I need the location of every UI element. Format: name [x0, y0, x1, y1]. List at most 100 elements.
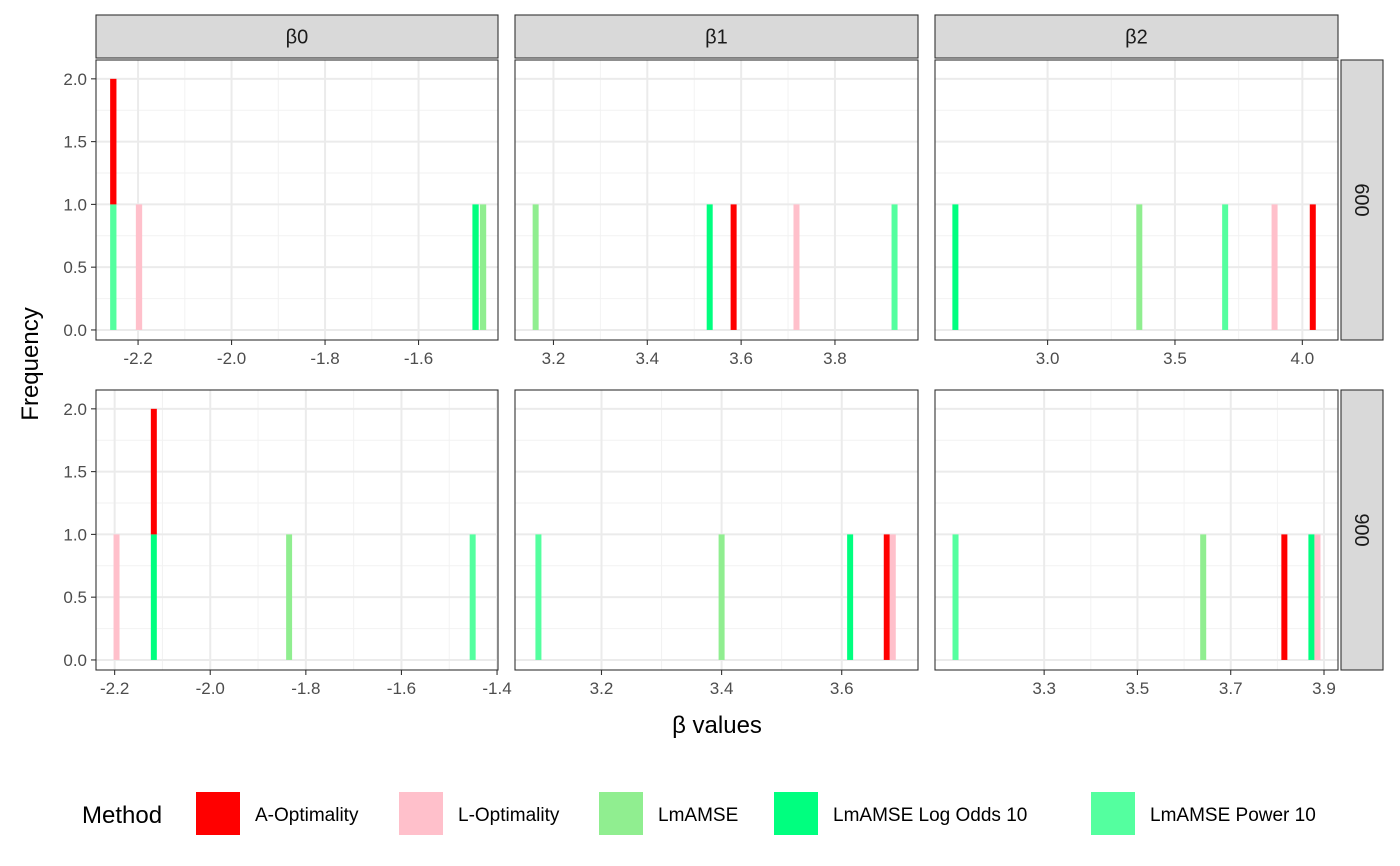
x-tick-label: 3.6	[830, 679, 854, 698]
legend-item: LmAMSE Log Odds 10	[774, 792, 1027, 835]
histogram-bar	[286, 534, 293, 660]
x-tick-label: -1.4	[482, 679, 511, 698]
histogram-bar	[535, 534, 542, 660]
panel-r0-c1: 3.2 3.4 3.6 3.8	[514, 59, 919, 368]
histogram-bar	[469, 534, 476, 660]
y-tick-label: 0.5	[63, 258, 87, 277]
y-tick-label: 1.5	[63, 133, 87, 152]
legend-swatch	[399, 792, 443, 835]
facet-strip-1: β1	[514, 14, 919, 59]
facet-strip-bg	[514, 14, 919, 59]
x-tick-label: 3.4	[635, 349, 659, 368]
strips-layer: β0 β1 β2 600 900	[95, 14, 1384, 671]
x-tick-label: 3.5	[1163, 349, 1187, 368]
histogram-bar	[110, 204, 117, 330]
y-tick-label: 1.0	[63, 195, 87, 214]
legend-swatch	[1091, 792, 1135, 835]
panel-border	[934, 59, 1339, 341]
legend-swatch	[599, 792, 643, 835]
y-axis-title: Frequency	[17, 307, 44, 420]
legend-label: LmAMSE Power 10	[1150, 805, 1316, 826]
histogram-bar	[135, 204, 143, 330]
legend-label: A-Optimality	[255, 805, 359, 826]
x-tick-label: -1.8	[310, 349, 339, 368]
histogram-bar	[1308, 534, 1315, 660]
y-tick-label: 1.0	[63, 525, 87, 544]
panel-background	[515, 390, 918, 670]
panel-background	[96, 390, 498, 670]
histogram-bar	[793, 204, 800, 330]
panel-r1-c0: 0.0 0.5 1.0 1.5 2.0 -2.2 -2.0 -1.8 -1.6 -1.4	[63, 389, 512, 698]
legend-swatch	[774, 792, 818, 835]
facet-strip-bg	[95, 14, 499, 59]
histogram-bar	[706, 204, 713, 330]
legend-swatch	[196, 792, 240, 835]
x-axis-title: β values	[672, 712, 762, 739]
facet-strip-2: β2	[934, 14, 1339, 59]
legend-item: A-Optimality	[196, 792, 359, 835]
histogram-bar	[952, 534, 959, 660]
x-tick-label: 3.2	[542, 349, 566, 368]
panel-border	[95, 59, 499, 341]
legend-item: LmAMSE Power 10	[1091, 792, 1316, 835]
facet-strip-0: β0	[95, 14, 499, 59]
histogram-bar	[952, 204, 959, 330]
histogram-bar	[150, 534, 157, 660]
histogram-bar	[150, 408, 157, 535]
x-tick-label: -1.6	[404, 349, 433, 368]
x-tick-label: 3.9	[1312, 679, 1336, 698]
x-tick-label: 3.7	[1219, 679, 1243, 698]
panel-r0-c0: 0.0 0.5 1.0 1.5 2.0 -2.2 -2.0 -1.8 -1.6	[63, 59, 499, 368]
x-tick-label: -1.6	[387, 679, 416, 698]
y-tick-label: 0.0	[63, 321, 87, 340]
x-tick-label: 3.4	[710, 679, 734, 698]
legend-label: LmAMSE Log Odds 10	[833, 805, 1027, 826]
x-tick-label: 3.3	[1032, 679, 1056, 698]
facet-column-label: β1	[705, 27, 728, 49]
x-tick-label: 4.0	[1291, 349, 1315, 368]
legend-label: LmAMSE	[658, 805, 738, 826]
histogram-bar	[891, 204, 898, 330]
legend-item: LmAMSE	[599, 792, 738, 835]
legend-title: Method	[82, 802, 162, 829]
x-tick-label: 3.5	[1126, 679, 1150, 698]
facet-row-strip-0: 600	[1340, 59, 1384, 341]
x-tick-label: -2.0	[217, 349, 246, 368]
histogram-bar	[1309, 204, 1316, 330]
histogram-bar	[1314, 534, 1321, 660]
x-tick-label: 3.0	[1036, 349, 1060, 368]
histogram-bar	[730, 204, 737, 330]
x-tick-label: 3.6	[729, 349, 753, 368]
histogram-bar	[1281, 534, 1288, 660]
histogram-bar	[472, 204, 479, 330]
facet-row-strip-bg	[1340, 389, 1384, 671]
facet-row-strip-bg	[1340, 59, 1384, 341]
y-tick-label: 2.0	[63, 400, 87, 419]
panel-r0-c2: 3.0 3.5 4.0	[934, 59, 1339, 368]
panel-background	[96, 60, 498, 340]
panel-background	[515, 60, 918, 340]
histogram-bar	[479, 204, 487, 330]
y-tick-label: 0.0	[63, 651, 87, 670]
histogram-bar	[1136, 204, 1143, 330]
panel-border	[514, 59, 919, 341]
histogram-bar	[1200, 534, 1207, 660]
histogram-bar	[113, 534, 120, 660]
y-tick-label: 0.5	[63, 588, 87, 607]
histogram-bar	[847, 534, 854, 660]
x-tick-label: 3.8	[823, 349, 847, 368]
histogram-bar	[1222, 204, 1229, 330]
histogram-bar	[532, 204, 539, 330]
histogram-bar	[1271, 204, 1278, 330]
histogram-bar	[883, 534, 890, 660]
y-tick-label: 2.0	[63, 70, 87, 89]
x-tick-label: 3.2	[590, 679, 614, 698]
panel-border	[934, 389, 1339, 671]
facet-row-label: 600	[1350, 183, 1372, 216]
panel-border	[95, 389, 499, 671]
x-tick-label: -1.8	[291, 679, 320, 698]
x-tick-label: -2.2	[100, 679, 129, 698]
panel-r1-c1: 3.2 3.4 3.6	[514, 389, 919, 698]
panels-layer: 0.0 0.5 1.0 1.5 2.0 -2.2 -2.0 -1.8 -1.6 3.2 3.4 3.6…	[63, 59, 1339, 698]
